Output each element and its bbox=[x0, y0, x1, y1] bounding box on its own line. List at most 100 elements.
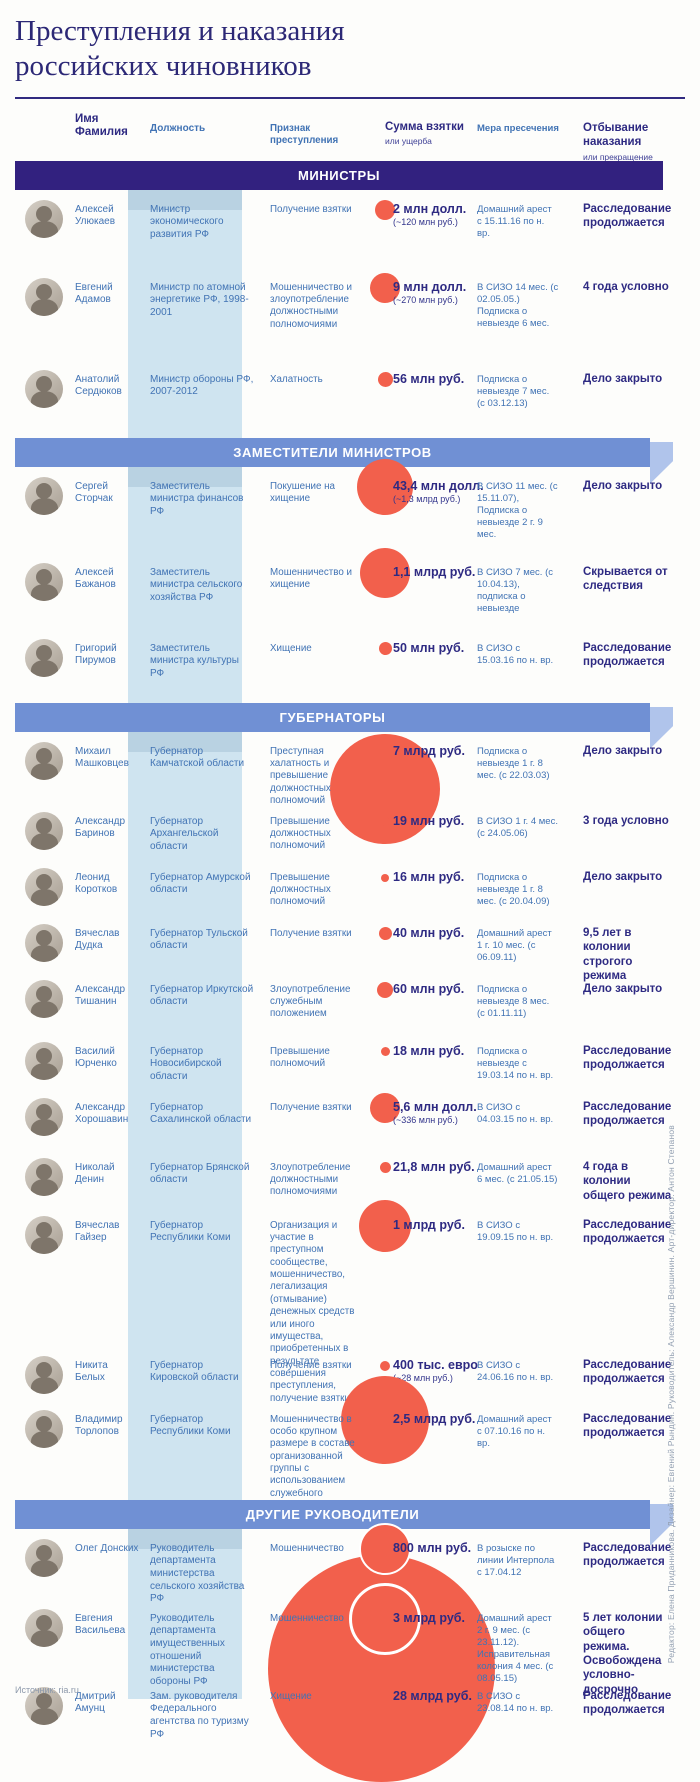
outcome-text: 4 года условно bbox=[583, 280, 669, 293]
measure-text: Подписка о невыезде 8 мес. (с 01.11.11) bbox=[477, 983, 550, 1019]
section-band-label: ДРУГИЕ РУКОВОДИТЕЛИ bbox=[245, 1506, 420, 1522]
sum-cell: 400 тыс. евро (~28 млн руб.) bbox=[370, 1346, 478, 1383]
source-note: Источник: ria.ru bbox=[15, 1685, 79, 1695]
column-header-outcome: Отбывание наказания или прекращение дела bbox=[565, 109, 685, 173]
sum-cell: 5,6 млн долл. (~336 млн руб.) bbox=[370, 1088, 477, 1125]
outcome-text: Дело закрыто bbox=[583, 744, 663, 757]
sum-bubble bbox=[378, 642, 392, 656]
photo-cell bbox=[15, 1599, 75, 1647]
official-position: Заместитель министра культуры РФ bbox=[150, 642, 239, 679]
crime-description: Организация и участие в преступном сообщ… bbox=[270, 1219, 355, 1404]
credits-note: Редактор: Елена Приданникова. Дизайнер: … bbox=[666, 1124, 676, 1663]
measure-text: В розыске по линии Интерпола с 17.04.12 bbox=[477, 1542, 555, 1578]
avatar bbox=[25, 979, 63, 1018]
sum-note: (~28 млн руб.) bbox=[393, 1372, 453, 1383]
sum-bubble bbox=[349, 1582, 421, 1655]
measure-text: Подписка о невыезде 1 г. 8 мес. (с 20.04… bbox=[477, 871, 550, 907]
official-name: Василий Юрченко bbox=[75, 1045, 117, 1070]
sum-cell: 19 млн руб. bbox=[370, 802, 464, 828]
sum-value: 3 млрд руб. bbox=[393, 1610, 465, 1625]
official-position: Министр экономического развития РФ bbox=[150, 203, 224, 240]
table-row: Евгений Адамов Министр по атомной энергет… bbox=[0, 268, 700, 360]
photo-cell bbox=[15, 970, 75, 1018]
table-row: Михаил Машковцев Губернатор Камчатской об… bbox=[0, 732, 700, 844]
sum-bubble bbox=[359, 1522, 411, 1575]
avatar bbox=[25, 1608, 63, 1647]
sum-cell: 1,1 млрд руб. bbox=[370, 553, 475, 579]
official-position: Губернатор Республики Коми bbox=[150, 1219, 231, 1244]
avatar bbox=[25, 1215, 63, 1254]
official-position: Министр по атомной энергетике РФ, 1998-2… bbox=[150, 281, 249, 318]
section-deputies: ЗАМЕСТИТЕЛИ МИНИСТРОВ Сергей Сторчак Замес… bbox=[0, 437, 700, 691]
sum-bubble bbox=[378, 927, 392, 941]
section-band-others: ДРУГИЕ РУКОВОДИТЕЛИ bbox=[15, 1499, 650, 1549]
avatar bbox=[25, 1355, 63, 1394]
sum-bubble bbox=[370, 1092, 400, 1123]
avatar bbox=[25, 867, 63, 906]
official-name: Михаил Машковцев bbox=[75, 745, 129, 770]
sum-note: (~336 млн руб.) bbox=[393, 1114, 458, 1125]
outcome-text: Дело закрыто bbox=[583, 982, 663, 995]
sum-value: 28 млрд руб. bbox=[393, 1688, 472, 1703]
official-name: Дмитрий Амунц bbox=[75, 1690, 116, 1715]
photo-cell bbox=[15, 802, 75, 850]
sum-note: (~270 млн руб.) bbox=[393, 294, 458, 305]
sum-cell: 28 млрд руб. bbox=[370, 1677, 472, 1703]
crime-description: Хищение bbox=[270, 642, 312, 654]
column-header-sum: Сумма взятки или ущерба bbox=[370, 109, 464, 147]
sum-value: 7 млрд руб. bbox=[393, 743, 465, 758]
sum-value: 43,4 млн долл. bbox=[393, 478, 484, 493]
avatar bbox=[25, 1409, 63, 1448]
table-row: Вячеслав Гайзер Губернатор Республики Ком… bbox=[0, 1199, 700, 1404]
sum-value: 18 млн руб. bbox=[393, 1043, 465, 1058]
measure-text: В СИЗО с 24.06.16 по н. вр. bbox=[477, 1359, 554, 1383]
avatar bbox=[25, 1097, 63, 1136]
photo-cell bbox=[15, 467, 75, 515]
table-row: Василий Юрченко Губернатор Новосибирской … bbox=[0, 1032, 700, 1088]
column-header-crime: Признак преступления bbox=[270, 122, 339, 147]
table-row: Олег Донских Руководитель департамента ми… bbox=[0, 1522, 700, 1604]
official-position: Руководитель департамента министерства с… bbox=[150, 1542, 245, 1605]
table-row: Анатолий Сердюков Министр обороны РФ, 200… bbox=[0, 360, 700, 426]
sum-cell: 9 млн долл. (~270 млн руб.) bbox=[370, 268, 466, 305]
crime-description: Мошенничество bbox=[270, 1612, 344, 1624]
avatar bbox=[25, 923, 63, 962]
table-row: Алексей Улюкаев Министр экономического ра… bbox=[0, 190, 700, 268]
official-name: Григорий Пирумов bbox=[75, 642, 117, 667]
section-governors: ГУБЕРНАТОРЫ Михаил Машковцев Губернатор Ка… bbox=[0, 702, 700, 1511]
sum-cell: 800 млн руб. bbox=[370, 1529, 472, 1555]
crime-description: Получение взятки bbox=[270, 1101, 352, 1113]
table-sections: МИНИСТРЫ Алексей Улюкаев Министр экономиче… bbox=[0, 160, 700, 1782]
crime-description: Мошенничество bbox=[270, 1542, 344, 1554]
sum-cell: 2 млн долл. (~120 млн руб.) bbox=[370, 190, 467, 227]
column-header-outcome-main: Отбывание наказания bbox=[583, 121, 649, 149]
photo-cell bbox=[15, 553, 75, 601]
photo-cell bbox=[15, 268, 75, 316]
photo-cell bbox=[15, 1032, 75, 1080]
sum-value: 2 млн долл. bbox=[393, 201, 467, 216]
avatar bbox=[25, 1538, 63, 1577]
photo-cell bbox=[15, 1529, 75, 1577]
crime-description: Превышение должностных полномочий bbox=[270, 815, 331, 852]
sum-value: 800 млн руб. bbox=[393, 1540, 472, 1555]
photo-cell bbox=[15, 629, 75, 677]
sum-cell: 40 млн руб. bbox=[370, 914, 464, 940]
outcome-text: Расследование продолжается bbox=[583, 641, 672, 669]
crime-description: Покушение на хищение bbox=[270, 480, 336, 505]
outcome-text: Расследование продолжается bbox=[583, 1100, 672, 1128]
sum-cell: 1 млрд руб. bbox=[370, 1206, 465, 1232]
outcome-text: Дело закрыто bbox=[583, 372, 663, 385]
avatar bbox=[25, 476, 63, 515]
sum-note: (~1,3 млрд руб.) bbox=[393, 493, 461, 504]
measure-text: В СИЗО с 23.08.14 по н. вр. bbox=[477, 1690, 554, 1714]
crime-description: Превышение полномочий bbox=[270, 1045, 330, 1070]
sum-value: 50 млн руб. bbox=[393, 640, 465, 655]
section-band-deputies: ЗАМЕСТИТЕЛИ МИНИСТРОВ bbox=[15, 437, 650, 487]
official-position: Заместитель министра сельского хозяйства… bbox=[150, 566, 243, 603]
outcome-text: 5 лет колонии общего режима. Освобождена… bbox=[583, 1611, 663, 1696]
sum-bubble bbox=[341, 1375, 429, 1464]
photo-cell bbox=[15, 1206, 75, 1254]
official-name: Александр Хорошавин bbox=[75, 1101, 129, 1126]
official-name: Алексей Бажанов bbox=[75, 566, 116, 591]
sum-value: 5,6 млн долл. bbox=[393, 1099, 477, 1114]
